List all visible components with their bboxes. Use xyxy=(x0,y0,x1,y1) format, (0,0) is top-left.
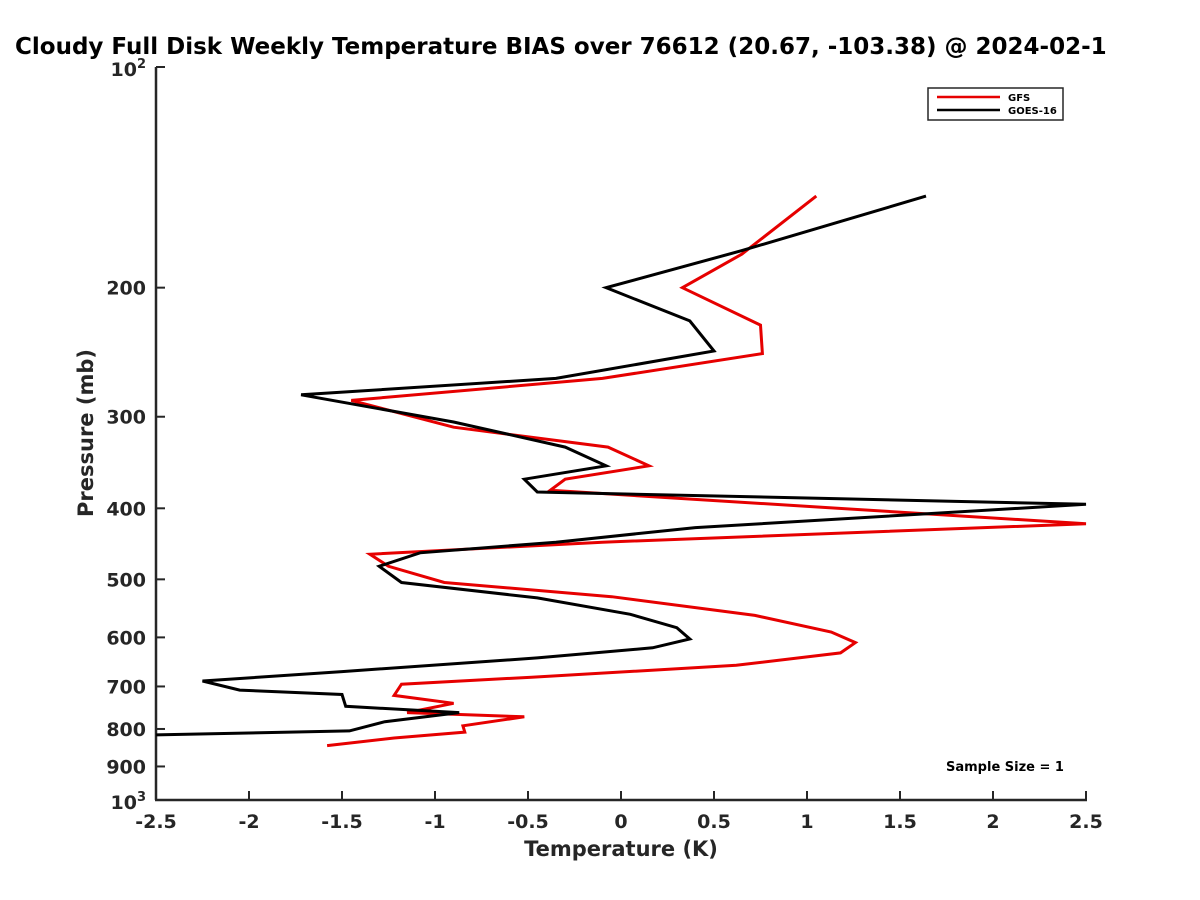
y-axis-ticks: 200 300 400 500 600 700 800 900 102 103 xyxy=(106,57,165,814)
x-tick-label: 1 xyxy=(800,811,813,833)
x-tick-label: -1 xyxy=(424,811,445,833)
y-tick-label: 200 xyxy=(106,278,146,300)
y-tick-label: 700 xyxy=(106,676,146,698)
y-tick-label: 400 xyxy=(106,498,146,520)
y-axis-label: Pressure (mb) xyxy=(74,349,98,517)
x-tick-label: 2.5 xyxy=(1069,811,1103,833)
x-tick-label: -1.5 xyxy=(321,811,363,833)
chart-title: Cloudy Full Disk Weekly Temperature BIAS… xyxy=(15,34,1107,60)
series-line-goes-16 xyxy=(156,194,1087,737)
x-tick-label: -2 xyxy=(238,811,259,833)
y-tick-label: 600 xyxy=(106,627,146,649)
legend[interactable]: GFS GOES-16 xyxy=(927,87,1064,121)
y-tick-label: 800 xyxy=(106,719,146,741)
y-tick-label: 500 xyxy=(106,569,146,591)
x-axis-ticks: -2.5 -2 -1.5 -1 -0.5 0 0.5 1 1.5 2 2.5 xyxy=(135,791,1103,833)
legend-label-goes-16: GOES-16 xyxy=(1008,106,1057,117)
y-tick-label-power: 102 xyxy=(111,57,147,81)
y-tick-label: 900 xyxy=(106,756,146,778)
sample-size-annotation: Sample Size = 1 xyxy=(946,760,1064,775)
x-tick-label: 0.5 xyxy=(697,811,731,833)
x-tick-label: 0 xyxy=(614,811,627,833)
x-tick-label: -0.5 xyxy=(507,811,549,833)
x-tick-label: 2 xyxy=(986,811,999,833)
x-axis-label: Temperature (K) xyxy=(524,837,718,861)
x-tick-label: 1.5 xyxy=(883,811,917,833)
legend-box xyxy=(927,87,1064,121)
y-tick-label: 300 xyxy=(106,407,146,429)
axes xyxy=(154,67,1087,802)
legend-label-gfs: GFS xyxy=(1008,93,1030,104)
plot-area xyxy=(156,194,1087,748)
x-tick-label: -2.5 xyxy=(135,811,177,833)
y-tick-label-power: 103 xyxy=(111,790,147,814)
